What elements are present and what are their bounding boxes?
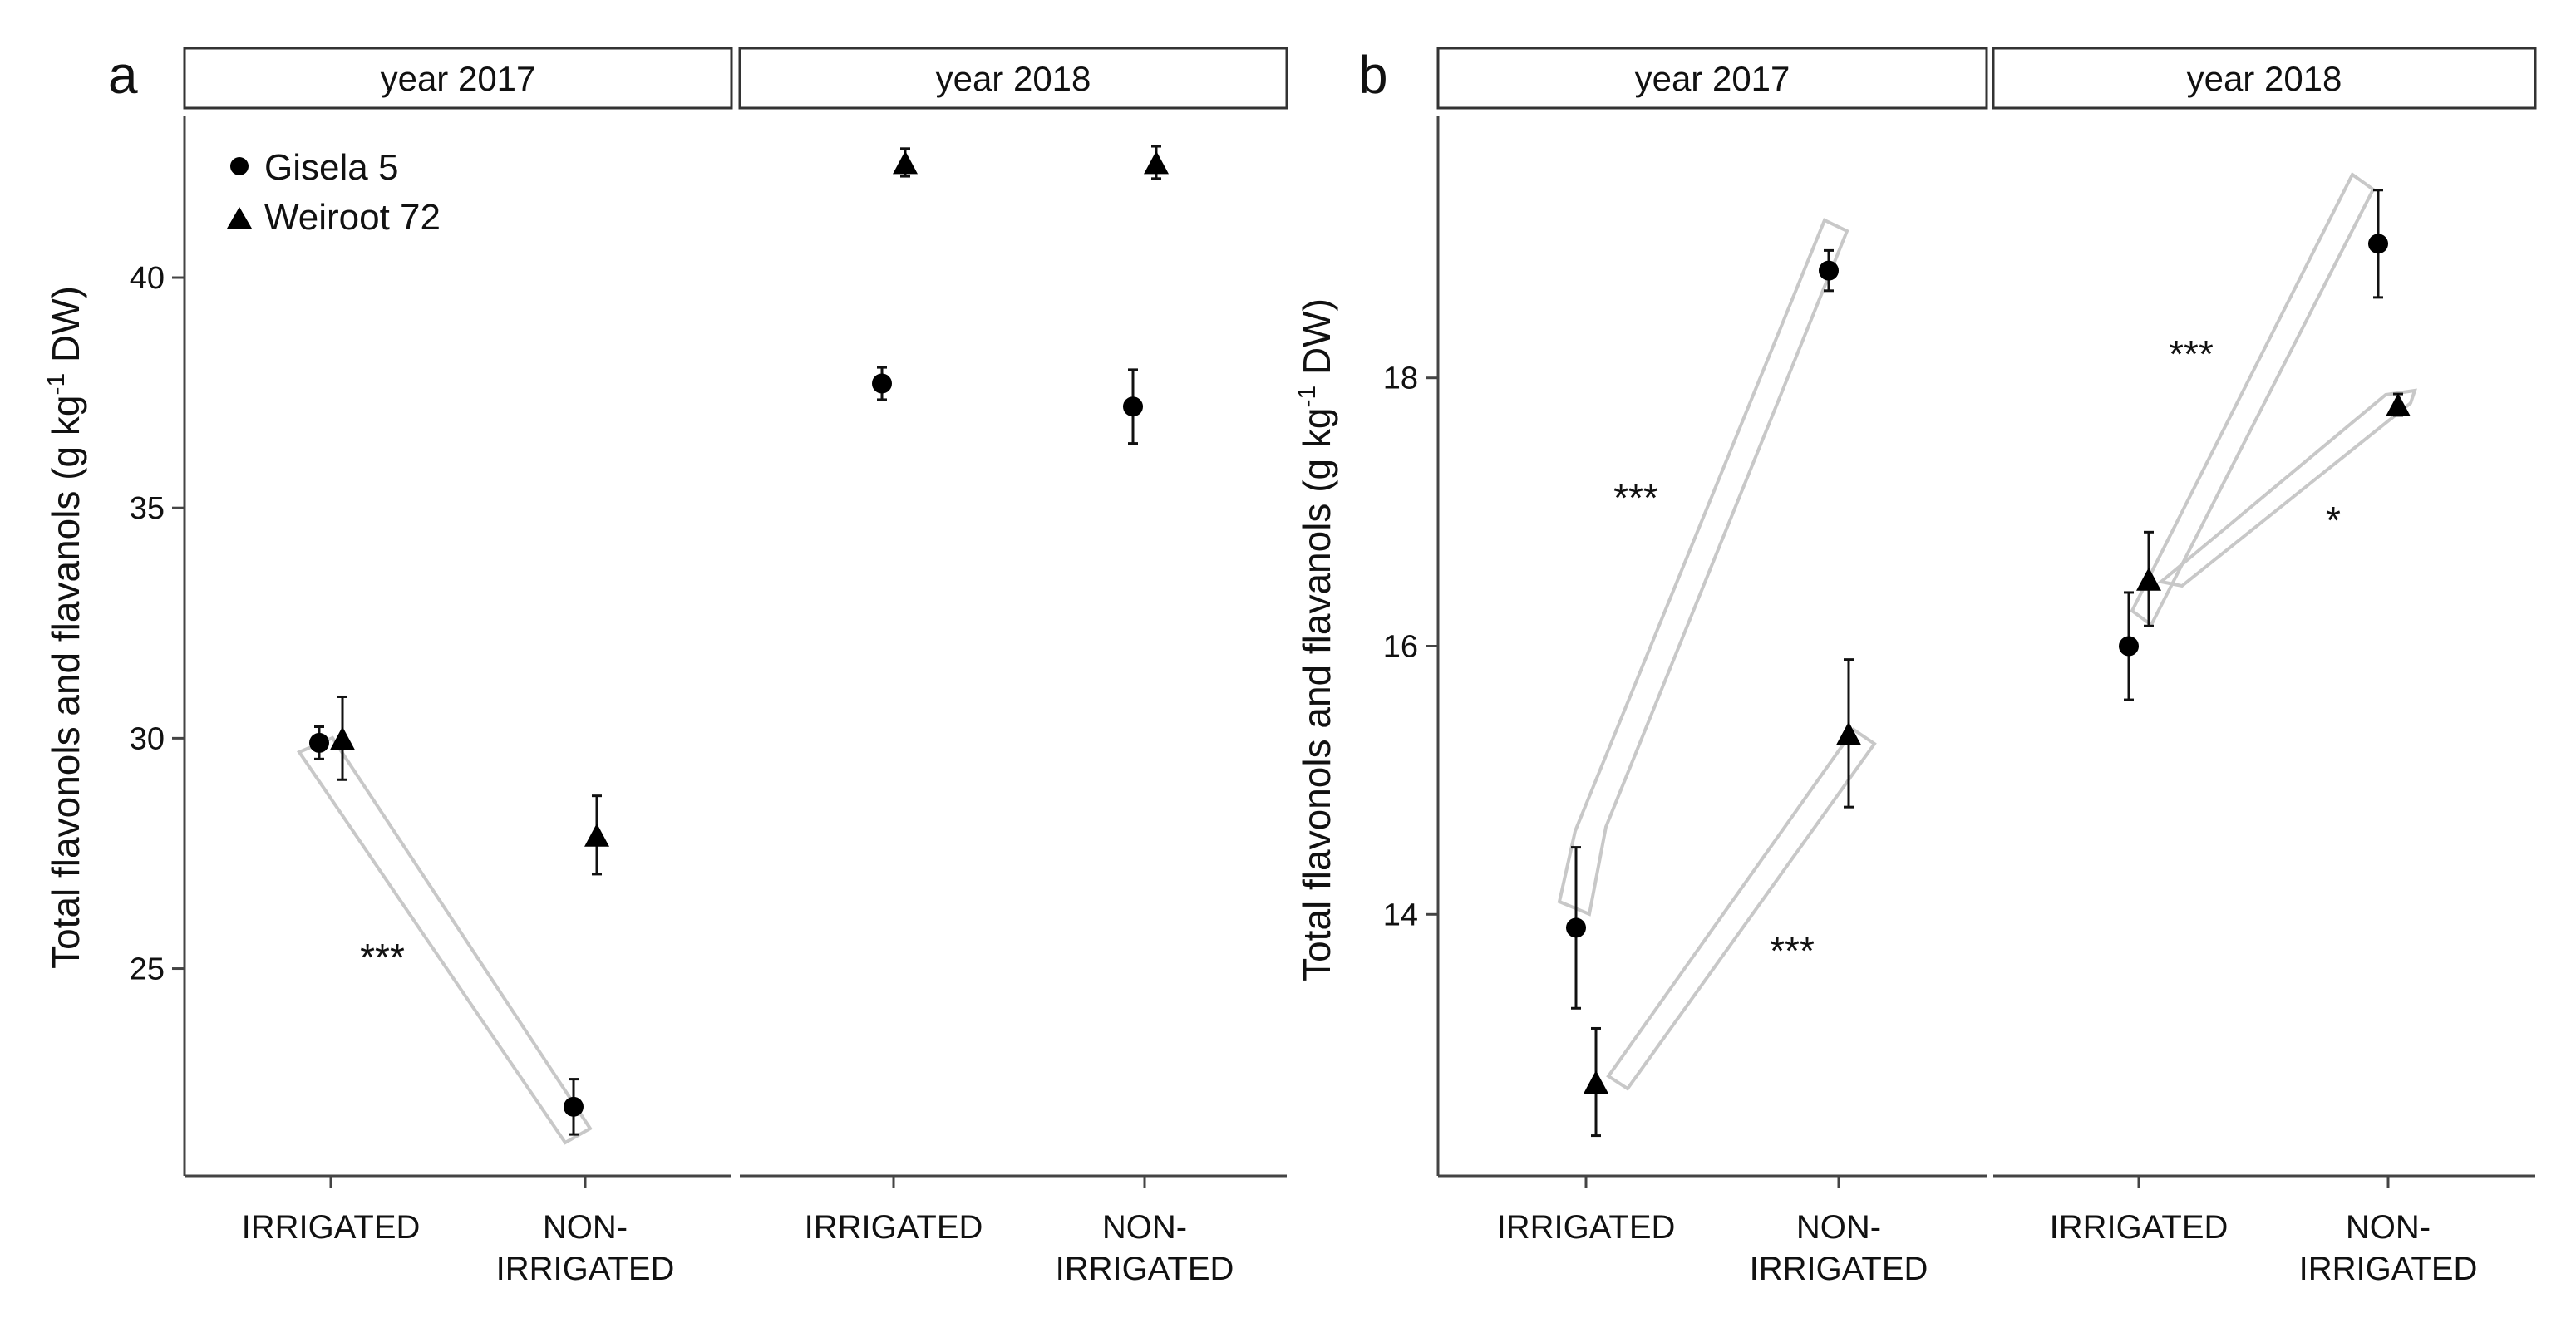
- panel-a-x-label-2017-nonirrigated: NON- IRRIGATED: [496, 1209, 675, 1287]
- panel-b-y-ticks: 14 16 18: [1383, 361, 1438, 932]
- panel-b-axes: [1436, 116, 2535, 1188]
- panel-a-x-label-2018-irrigated: IRRIGATED: [805, 1209, 983, 1246]
- panel-a-x-label-2017-non-line2: IRRIGATED: [496, 1251, 675, 1287]
- panel-a-axes: [183, 116, 1287, 1188]
- panel-b-weiroot-72-year-2018-irrigated-triangle-marker: [2136, 567, 2161, 591]
- panel-b-y-tick-label-16: 16: [1383, 630, 1418, 665]
- panel-a-x-label-2018-non-line1: NON-: [1102, 1209, 1187, 1246]
- panel-b-bracket-2017-gisela: [1557, 218, 1849, 917]
- legend-gisela-label: Gisela 5: [264, 147, 398, 188]
- panel-a-weiroot-72-year-2017-irrigated-triangle-marker: [330, 726, 355, 750]
- panel-b-letter: b: [1358, 45, 1388, 105]
- panel-b-y-tick-label-14: 14: [1383, 898, 1418, 932]
- panel-a-x-labels: IRRIGATED NON- IRRIGATED IRRIGATED NON- IR…: [242, 1209, 1234, 1287]
- panel-b-x-label-2017-non-line2: IRRIGATED: [1750, 1251, 1928, 1287]
- panel-a-points: [309, 145, 1169, 1136]
- panel-a-y-tick-label-40: 40: [130, 261, 165, 296]
- panel-b-gisela-5-year-2017-irrigated-circle-marker: [1566, 917, 1586, 938]
- panel-a-strip-label-2018: year 2018: [936, 59, 1091, 98]
- panel-a-x-label-2018-non-line2: IRRIGATED: [1056, 1251, 1234, 1287]
- panel-a-y-tick-label-25: 25: [130, 952, 165, 987]
- panel-a-gisela-5-year-2017-non-irrigated-circle-marker: [564, 1096, 584, 1117]
- panel-a-sig-2017-gisela: ***: [360, 936, 405, 979]
- panel-a-legend: Gisela 5 Weiroot 72: [227, 147, 441, 238]
- panel-a-gisela-5-year-2017-irrigated-circle-marker: [309, 732, 329, 753]
- panel-a-y-axis-title: Total flavonols and flavanols (g kg-1 DW…: [42, 286, 87, 969]
- panel-b-strip-label-2017: year 2017: [1635, 59, 1790, 98]
- panel-a-strip-label-2017: year 2017: [381, 59, 536, 98]
- panel-b-strip-box-2017: [1436, 47, 1988, 110]
- panel-a-x-label-2018-nonirrigated: NON- IRRIGATED: [1056, 1209, 1234, 1287]
- panel-b-x-labels: IRRIGATED NON- IRRIGATED IRRIGATED NON- IR…: [1497, 1209, 2478, 1287]
- panel-b-gisela-5-year-2018-non-irrigated-circle-marker: [2368, 234, 2388, 254]
- panel-b-y-axis-title: Total flavonols and flavanols (g kg-1 DW…: [1293, 298, 1338, 981]
- panel-a-y-title-main: Total flavonols and flavanols (g kg: [44, 396, 87, 969]
- panel-b-gisela-5-year-2017-non-irrigated-circle-marker: [1819, 260, 1839, 281]
- panel-b-x-label-2018-non-line2: IRRIGATED: [2299, 1251, 2478, 1287]
- panel-b-sig-2018-weiroot: *: [2326, 499, 2341, 542]
- panel-b-y-title-main: Total flavonols and flavanols (g kg: [1295, 408, 1338, 981]
- panel-b-strip-box-2018: [1992, 47, 2537, 110]
- panel-a-strip-box-2018: [738, 47, 1288, 110]
- panel-b-x-label-2018-non-line1: NON-: [2346, 1209, 2431, 1246]
- panel-b-strip-label-2018: year 2018: [2187, 59, 2342, 98]
- panel-b-x-label-2017-non-line1: NON-: [1796, 1209, 1881, 1246]
- panel-b-bracket-2017-weiroot: [1606, 727, 1877, 1091]
- panel-b-strips: year 2017 year 2018: [1436, 47, 2537, 110]
- panel-b-y-tick-label-18: 18: [1383, 361, 1418, 396]
- panel-b-annotations: *** *** *** *: [1613, 332, 2341, 972]
- panel-b-y-title-sup: -1: [1293, 386, 1321, 408]
- panel-b-x-label-2018-nonirrigated: NON- IRRIGATED: [2299, 1209, 2478, 1287]
- panel-a-y-tick-label-35: 35: [130, 491, 165, 526]
- panel-a-y-ticks: 25 30 35 40: [130, 261, 185, 987]
- panel-a-y-title-end: DW): [44, 286, 87, 373]
- panel-a-gisela-5-year-2018-non-irrigated-circle-marker: [1123, 396, 1143, 417]
- panel-b-points: [1566, 189, 2411, 1138]
- panel-a-x-label-2017-non-line1: NON-: [543, 1209, 628, 1246]
- panel-b-x-label-2017-nonirrigated: NON- IRRIGATED: [1750, 1209, 1928, 1287]
- panel-b-sig-2017-weiroot: ***: [1770, 929, 1815, 972]
- panel-a: a year 2017 year 2018 Total flavonols an…: [42, 45, 1288, 1287]
- panel-b: b year 2017 year 2018 Total flavonols an…: [1293, 45, 2537, 1287]
- panel-a-brackets: [296, 735, 593, 1145]
- panel-b-bracket-2018-gisela: [2130, 172, 2376, 628]
- panel-b-sig-2018-gisela: ***: [2169, 332, 2214, 376]
- panel-a-weiroot-72-year-2017-non-irrigated-triangle-marker: [584, 823, 609, 847]
- legend-weiroot-label: Weiroot 72: [264, 197, 441, 238]
- panel-b-weiroot-72-year-2018-non-irrigated-triangle-marker: [2386, 392, 2411, 416]
- panel-a-letter: a: [108, 45, 138, 105]
- panel-b-x-label-2017-irrigated: IRRIGATED: [1497, 1209, 1676, 1246]
- panel-b-sig-2017-gisela: ***: [1613, 476, 1658, 519]
- panel-b-y-title-end: DW): [1295, 298, 1338, 386]
- panel-b-weiroot-72-year-2017-irrigated-triangle-marker: [1584, 1070, 1608, 1094]
- panel-a-x-label-2017-irrigated: IRRIGATED: [242, 1209, 421, 1246]
- panel-a-weiroot-72-year-2018-irrigated-triangle-marker: [893, 150, 918, 175]
- panel-a-strip-box-2017: [183, 47, 733, 110]
- panel-b-gisela-5-year-2018-irrigated-circle-marker: [2119, 636, 2139, 657]
- panel-a-y-title-sup: -1: [42, 373, 70, 396]
- panel-a-gisela-5-year-2018-irrigated-circle-marker: [872, 373, 892, 394]
- panel-b-weiroot-72-year-2017-non-irrigated-triangle-marker: [1836, 721, 1861, 745]
- legend-weiroot-triangle-icon: [227, 207, 252, 229]
- panel-b-brackets: [1557, 172, 2417, 1091]
- panel-a-weiroot-72-year-2018-non-irrigated-triangle-marker: [1144, 150, 1169, 175]
- panel-b-bracket-2018-weiroot: [2157, 388, 2417, 588]
- panel-a-bracket-2017-gisela: [296, 735, 593, 1145]
- legend-gisela-circle-icon: [230, 157, 249, 175]
- panel-a-y-tick-label-30: 30: [130, 721, 165, 756]
- panel-a-annotations: ***: [360, 936, 405, 979]
- panel-b-x-label-2018-irrigated: IRRIGATED: [2050, 1209, 2229, 1246]
- panel-a-strips: year 2017 year 2018: [183, 47, 1288, 110]
